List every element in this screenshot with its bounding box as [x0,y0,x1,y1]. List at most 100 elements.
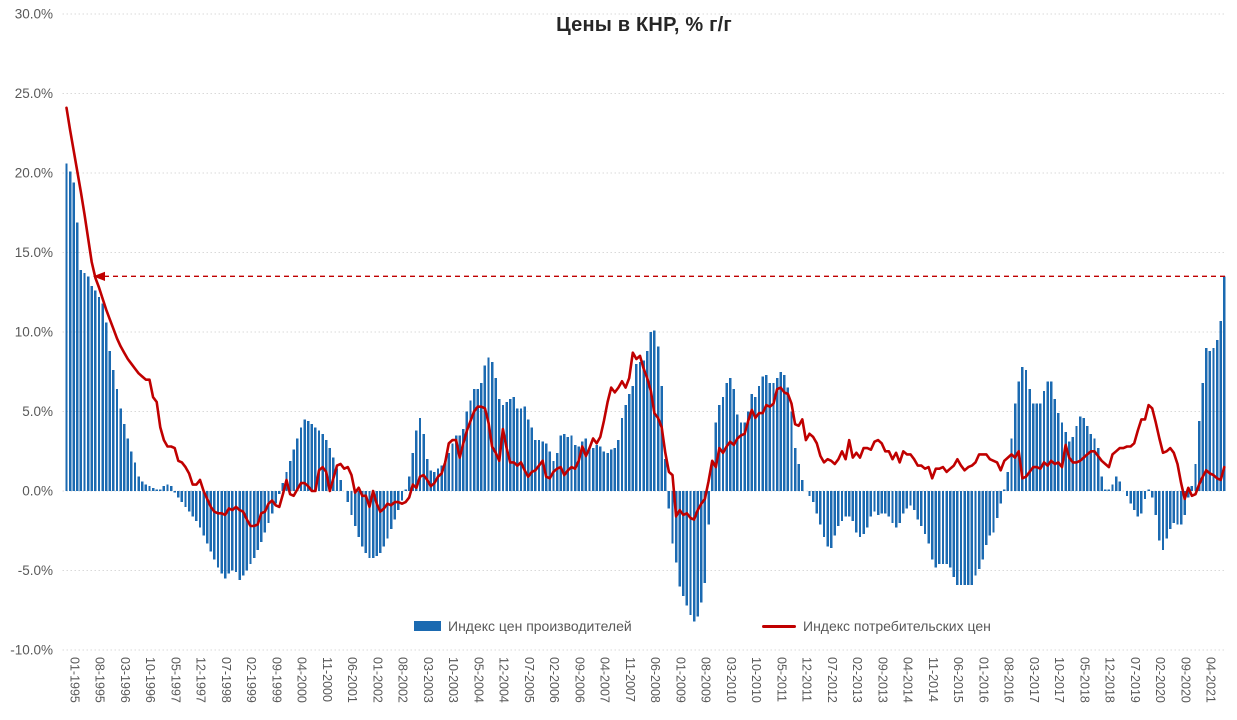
ppi-bar [545,443,548,491]
ppi-bar [317,430,321,491]
ppi-bar [772,382,775,491]
ppi-bar [1104,489,1107,491]
ppi-bar [710,463,714,491]
y-tick-label: 10.0% [15,325,53,340]
ppi-bar [527,419,530,491]
ppi-bar [588,449,591,491]
ppi-bar [1078,416,1082,491]
ppi-bar [916,491,919,520]
ppi-bar [570,435,573,491]
ppi-bar [1208,351,1212,491]
ppi-bar [234,491,238,573]
ppi-bar [422,433,425,491]
x-tick-label: 08-1995 [93,657,107,703]
ppi-bar [1151,491,1154,498]
ppi-bar [829,491,833,549]
ppi-bar [811,491,815,503]
ppi-bar [418,417,422,491]
ppi-bar [386,491,389,539]
x-tick-label: 10-2003 [446,657,460,703]
ppi-bar [642,360,645,491]
ppi-bar [1172,491,1176,523]
x-tick-label: 11-2000 [320,657,334,702]
ppi-bar [195,491,198,522]
cpi-legend-swatch [762,624,796,628]
ppi-bar [1010,438,1013,491]
ppi-bar [361,491,364,547]
ppi-bar [837,491,840,526]
ppi-bar [72,182,75,492]
ppi-bar [314,427,317,491]
ppi-bar [155,489,158,491]
x-tick-label: 08-2016 [1002,657,1016,703]
ppi-bar [494,378,497,491]
ppi-bar [963,491,966,585]
ppi-bar [444,460,447,491]
ppi-bar [1096,448,1100,491]
ppi-bar [1223,276,1226,491]
ppi-bar [534,440,537,491]
ppi-bar [429,470,433,491]
ppi-bar [144,484,148,491]
ppi-bar [552,460,555,491]
ppi-bar [148,486,151,491]
x-tick-label: 02-1999 [244,657,258,703]
x-axis-labels: 01-1995 08-1995 03-1996 10-1996 05-1997 12-19… [68,657,1218,703]
ppi-bar [411,452,414,491]
ppi-bar [288,460,292,491]
x-tick-label: 05-1997 [168,657,182,703]
ppi-bar [613,448,616,491]
ppi-bar [94,290,97,491]
ppi-bar [1053,398,1057,491]
ppi-bar [198,491,202,528]
ppi-bar [833,491,836,536]
ppi-bar [819,491,822,525]
ppi-bar [267,491,270,523]
ppi-bar [1013,403,1017,491]
ppi-bar [566,436,570,491]
ppi-bar [90,285,93,491]
ppi-bar [1161,491,1165,550]
ppi-bar [519,408,523,491]
ppi-bar [1064,432,1067,491]
ppi-bar [252,491,256,558]
ppi-bar [516,408,519,491]
x-tick-label: 10-1996 [143,657,157,703]
ppi-bar [869,491,873,517]
ppi-bar [162,486,166,491]
y-tick-label: -5.0% [18,563,53,578]
x-tick-label: 02-2006 [547,657,561,703]
x-tick-label: 06-2015 [951,657,965,703]
ppi-bar [447,452,451,491]
ppi-bar [1086,425,1089,491]
ppi-bar [440,465,443,491]
ppi-bar [1028,389,1031,491]
y-axis-labels: 30.0% 25.0% 20.0% 15.0% 10.0% 5.0% 0.0% -5.0% -1… [10,7,53,658]
ppi-bar [79,269,83,491]
y-tick-label: 20.0% [15,166,53,181]
x-tick-label: 05-2011 [774,657,788,702]
x-tick-label: 12-1997 [194,657,208,703]
ppi-bar [783,374,786,491]
ppi-bar [379,491,382,554]
ppi-bar [404,489,407,491]
ppi-bar [707,491,710,525]
ppi-bar [1075,425,1078,491]
ppi-bar [725,382,728,491]
ppi-bar [76,222,79,492]
ppi-bar [1118,481,1121,491]
ppi-bar [876,491,880,515]
x-tick-label: 12-2004 [497,657,511,703]
ppi-bar [584,438,588,491]
ppi-bar [159,489,162,491]
ppi-bar [1205,347,1208,491]
y-tick-label: 5.0% [22,404,53,419]
ppi-bar [357,491,360,538]
ppi-bar [123,424,126,491]
ppi-bar [325,440,328,491]
ppi-bar [1179,491,1183,525]
ppi-bar [1132,491,1136,511]
ppi-bar [1114,476,1118,491]
ppi-bar [985,491,988,546]
ppi-bar [501,405,505,491]
